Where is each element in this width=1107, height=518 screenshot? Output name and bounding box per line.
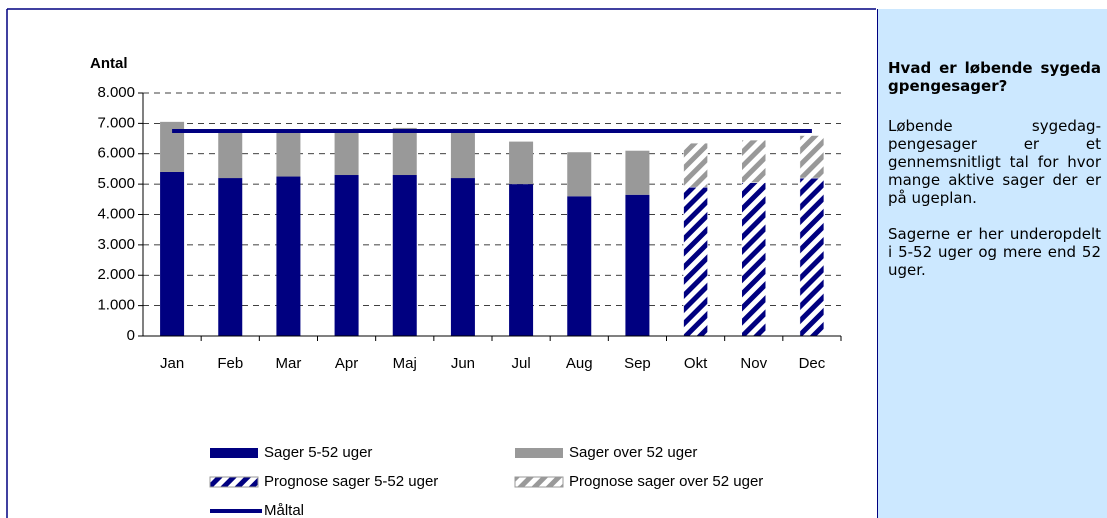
legend-swatch [210, 448, 258, 458]
legend-swatch [515, 448, 563, 458]
bar-segment [567, 196, 592, 336]
legend-label: Prognose sager 5-52 uger [264, 473, 438, 490]
y-tick-label: 8.000 [97, 84, 135, 101]
x-tick-label: Okt [684, 355, 708, 372]
y-tick-label: 7.000 [97, 114, 135, 131]
chart: Antal 0 1.000 2.000 3.000 4.000 5.000 6.000 7.0… [6, 8, 876, 518]
bar-segment [392, 127, 417, 176]
x-tick-label: Jun [451, 355, 475, 372]
bar-segment [509, 184, 534, 336]
bar-segment [334, 130, 359, 176]
legend-label: Måltal [264, 502, 304, 518]
sidebar-paragraph: Sagerne er her underopdelt i 5-52 uger o… [888, 225, 1101, 279]
bar-segment [160, 171, 185, 336]
legend-label: Prognose sager over 52 uger [569, 473, 763, 490]
x-tick-label: Apr [335, 355, 358, 372]
x-tick-label: Mar [275, 355, 301, 372]
x-tick-label: Sep [624, 355, 651, 372]
y-tick-label: 3.000 [97, 236, 135, 253]
y-tick-label: 1.000 [97, 297, 135, 314]
sidebar: Hvad er løbende sygedagpengesager? Løben… [877, 9, 1107, 518]
bar-segment [799, 135, 825, 179]
bar-segment [741, 182, 766, 337]
bar-segment [799, 177, 825, 337]
bar-segment [450, 178, 475, 336]
bar-segment [218, 130, 243, 179]
bar-segment [450, 130, 475, 179]
x-tick-label: Jul [511, 355, 530, 372]
legend-swatch [209, 476, 259, 488]
bar-segment [625, 150, 650, 195]
bar-segment [567, 152, 592, 197]
y-tick-label: 4.000 [97, 205, 135, 222]
bar-segment [625, 194, 650, 336]
x-tick-label: Jan [160, 355, 184, 372]
y-tick-label: 6.000 [97, 145, 135, 162]
x-tick-label: Dec [799, 355, 826, 372]
legend-label: Sager 5-52 uger [264, 444, 372, 461]
bar-segment [276, 130, 301, 177]
y-tick-label: 2.000 [97, 266, 135, 283]
bar-segment [683, 142, 708, 188]
x-tick-label: Aug [566, 355, 593, 372]
bar-segment [683, 186, 708, 337]
bar-segment [509, 141, 534, 185]
bar-segment [741, 139, 766, 183]
bar-segment [218, 178, 243, 336]
legend-swatch [514, 476, 564, 488]
y-tick-label: 0 [127, 327, 135, 344]
y-tick-label: 5.000 [97, 175, 135, 192]
legend-label: Sager over 52 uger [569, 444, 697, 461]
x-tick-label: Nov [740, 355, 767, 372]
bar-segment [276, 176, 301, 336]
sidebar-paragraph: Løbende sygedag-pengesager er et gennems… [888, 117, 1101, 207]
y-axis-label: Antal [90, 55, 128, 72]
bar-segment [392, 175, 417, 336]
bar-segment [334, 175, 359, 336]
x-tick-label: Maj [393, 355, 417, 372]
x-tick-label: Feb [217, 355, 243, 372]
sidebar-title: Hvad er løbende sygedagpengesager? [888, 59, 1101, 95]
